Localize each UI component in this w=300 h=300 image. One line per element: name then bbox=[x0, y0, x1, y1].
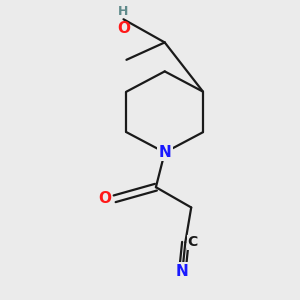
Text: N: N bbox=[176, 264, 189, 279]
Text: O: O bbox=[99, 191, 112, 206]
Text: N: N bbox=[158, 145, 171, 160]
Text: H: H bbox=[118, 5, 129, 18]
Text: O: O bbox=[117, 21, 130, 36]
Text: C: C bbox=[188, 235, 198, 249]
